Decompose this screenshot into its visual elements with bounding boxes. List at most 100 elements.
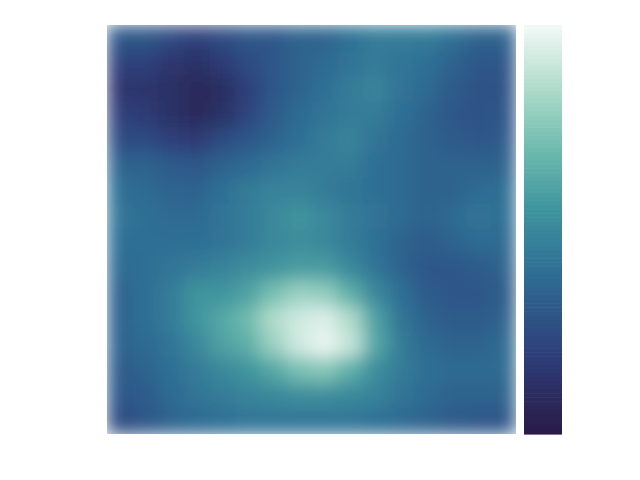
cell — [363, 357, 389, 383]
cell — [209, 332, 235, 358]
colorbar-step — [524, 217, 562, 222]
colorbar-step — [524, 189, 562, 194]
cell — [209, 204, 235, 230]
cell — [107, 51, 133, 77]
cell — [439, 230, 465, 256]
cell — [235, 332, 261, 358]
cell — [133, 178, 159, 204]
cell — [312, 51, 338, 77]
cell — [414, 153, 440, 179]
colorbar-step — [524, 352, 562, 357]
cell — [107, 306, 133, 332]
cell — [184, 332, 210, 358]
cell — [414, 51, 440, 77]
cell — [337, 178, 363, 204]
colorbar-step — [524, 381, 562, 386]
cell — [439, 408, 465, 434]
cell — [337, 306, 363, 332]
cell — [388, 127, 414, 153]
cell — [388, 383, 414, 409]
cell — [465, 76, 491, 102]
cell — [260, 255, 286, 281]
cell — [312, 102, 338, 128]
colorbar-step — [524, 131, 562, 136]
colorbar-step — [524, 311, 562, 316]
cell — [363, 230, 389, 256]
cell — [158, 383, 184, 409]
cell — [312, 255, 338, 281]
cell — [286, 127, 312, 153]
cell — [184, 306, 210, 332]
colorbar-step — [524, 344, 562, 349]
cell — [312, 178, 338, 204]
cell — [286, 102, 312, 128]
cell — [312, 332, 338, 358]
cell — [260, 178, 286, 204]
cell — [209, 76, 235, 102]
colorbar-step — [524, 78, 562, 83]
cell — [235, 281, 261, 307]
colorbar-step — [524, 221, 562, 226]
cell — [209, 383, 235, 409]
cell — [312, 281, 338, 307]
colorbar-step — [524, 50, 562, 55]
colorbar-step — [524, 180, 562, 185]
cell — [363, 255, 389, 281]
colorbar-step — [524, 127, 562, 132]
cell — [158, 204, 184, 230]
cell — [363, 408, 389, 434]
colorbar-step — [524, 242, 562, 247]
cell — [337, 102, 363, 128]
colorbar-step — [524, 37, 562, 42]
cell — [490, 204, 516, 230]
cell — [260, 230, 286, 256]
colorbar-step — [524, 209, 562, 214]
cell — [363, 102, 389, 128]
cell — [312, 25, 338, 51]
cell — [439, 127, 465, 153]
colorbar-step — [524, 360, 562, 365]
cell — [363, 51, 389, 77]
cell — [414, 25, 440, 51]
colorbar-step — [524, 246, 562, 251]
colorbar-step — [524, 176, 562, 181]
cell — [209, 127, 235, 153]
colorbar-step — [524, 185, 562, 190]
cell — [465, 383, 491, 409]
colorbar-step — [524, 156, 562, 161]
cell — [465, 204, 491, 230]
cell — [465, 306, 491, 332]
cell — [184, 230, 210, 256]
colorbar-step — [524, 422, 562, 427]
cell — [363, 127, 389, 153]
colorbar-step — [524, 111, 562, 116]
cell — [107, 153, 133, 179]
cell — [312, 76, 338, 102]
cell — [158, 306, 184, 332]
cell — [312, 408, 338, 434]
cell — [439, 153, 465, 179]
cell — [235, 153, 261, 179]
cell — [337, 332, 363, 358]
cell — [414, 332, 440, 358]
colorbar-step — [524, 201, 562, 206]
colorbar-step — [524, 364, 562, 369]
cell — [490, 306, 516, 332]
colorbar-step — [524, 262, 562, 267]
cell — [388, 76, 414, 102]
cell — [490, 51, 516, 77]
cell — [363, 153, 389, 179]
colorbar-step — [524, 328, 562, 333]
cell — [337, 255, 363, 281]
cell — [133, 51, 159, 77]
cell — [260, 332, 286, 358]
cell — [184, 281, 210, 307]
cell — [286, 153, 312, 179]
cell — [209, 255, 235, 281]
colorbar-step — [524, 74, 562, 79]
colorbar-step — [524, 418, 562, 423]
cell — [414, 383, 440, 409]
cell — [260, 102, 286, 128]
cell — [388, 281, 414, 307]
cell — [363, 25, 389, 51]
